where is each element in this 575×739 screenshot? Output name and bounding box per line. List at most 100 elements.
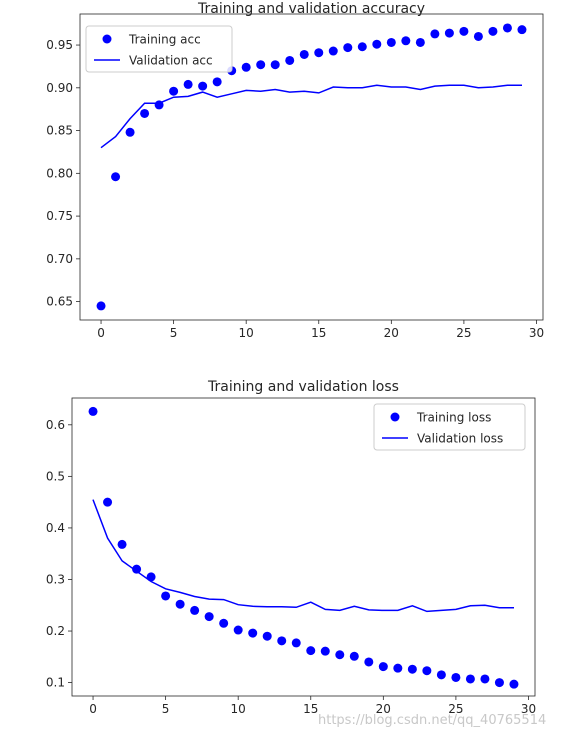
plot-frame <box>79 13 544 321</box>
data-point <box>132 564 142 574</box>
x-tick-label: 0 <box>97 326 105 340</box>
data-point <box>219 618 229 628</box>
y-tick-label: 0.2 <box>46 624 65 638</box>
data-point <box>285 55 295 65</box>
data-point <box>161 591 171 601</box>
data-point <box>169 86 179 96</box>
data-point <box>233 625 243 635</box>
y-tick-label: 0.75 <box>46 209 73 223</box>
x-tick-label: 5 <box>170 326 178 340</box>
data-point <box>407 664 417 674</box>
legend-label: Training loss <box>416 411 491 425</box>
data-point <box>262 631 272 641</box>
data-point <box>422 666 432 676</box>
y-tick-label: 0.5 <box>46 469 65 483</box>
y-tick-label: 0.70 <box>46 252 73 266</box>
data-point <box>415 37 425 47</box>
data-point <box>488 26 498 36</box>
data-point <box>451 672 461 682</box>
data-point <box>378 662 388 672</box>
data-point <box>473 31 483 41</box>
data-point <box>401 36 411 46</box>
x-tick-label: 30 <box>529 326 544 340</box>
data-point <box>393 663 403 673</box>
y-tick-label: 0.80 <box>46 166 73 180</box>
x-tick-label: 10 <box>231 702 246 716</box>
data-point <box>386 37 396 47</box>
data-point <box>111 172 121 182</box>
data-point <box>88 406 98 416</box>
data-point <box>198 81 208 91</box>
data-point <box>270 60 280 70</box>
x-tick-label: 25 <box>448 702 463 716</box>
y-tick-label: 0.6 <box>46 418 65 432</box>
x-tick-label: 10 <box>239 326 254 340</box>
x-tick-label: 20 <box>384 326 399 340</box>
series-line-2 <box>92 499 514 613</box>
data-point <box>299 49 309 59</box>
x-tick-label: 25 <box>456 326 471 340</box>
x-tick-label: 5 <box>162 702 170 716</box>
x-tick-label: 15 <box>311 326 326 340</box>
data-point <box>241 62 251 72</box>
data-point <box>212 77 222 87</box>
data-point <box>372 39 382 49</box>
data-point <box>459 26 469 36</box>
data-point <box>204 612 214 622</box>
x-tick-label: 30 <box>521 702 536 716</box>
data-point <box>277 636 287 646</box>
y-tick-label: 0.65 <box>46 295 73 309</box>
y-tick-label: 0.1 <box>46 676 65 690</box>
data-point <box>125 127 135 137</box>
data-point <box>103 497 113 507</box>
chart-title: Training and validation loss <box>207 379 399 395</box>
y-tick-label: 0.95 <box>46 38 73 52</box>
legend-label: Validation acc <box>129 54 213 68</box>
data-point <box>343 43 353 53</box>
data-point <box>436 670 446 680</box>
data-point <box>328 46 338 56</box>
data-point <box>444 28 454 38</box>
data-point <box>96 301 106 311</box>
data-point <box>175 599 185 609</box>
legend-label: Training acc <box>128 33 201 47</box>
y-tick-label: 0.85 <box>46 124 73 138</box>
data-point <box>256 60 266 70</box>
chart-2: Training and validation loss 0 5 10 15 20 25 30… <box>46 379 536 716</box>
data-point <box>364 657 374 667</box>
data-point <box>357 42 367 52</box>
y-tick-label: 0.90 <box>46 81 73 95</box>
data-point <box>502 23 512 33</box>
data-point <box>320 646 330 656</box>
plot-frame <box>71 397 536 697</box>
data-point <box>140 108 150 118</box>
data-point <box>517 25 527 35</box>
chart-title: Training and validation accuracy <box>197 1 425 17</box>
chart-1: Training and validation accuracy 0 5 10 15 20… <box>46 1 544 340</box>
x-tick-label: 15 <box>303 702 318 716</box>
data-point <box>190 605 200 615</box>
data-point <box>494 678 504 688</box>
data-point <box>314 48 324 58</box>
legend-marker-icon <box>390 412 400 422</box>
x-tick-label: 0 <box>89 702 97 716</box>
y-tick-label: 0.4 <box>46 521 65 535</box>
series-line-2 <box>100 84 522 149</box>
data-point <box>349 651 359 661</box>
data-point <box>117 539 127 549</box>
legend-marker-icon <box>102 34 112 44</box>
legend-box <box>85 25 233 73</box>
x-tick-label: 20 <box>376 702 391 716</box>
data-point <box>183 79 193 89</box>
data-point <box>291 638 301 648</box>
data-point <box>480 674 490 684</box>
y-tick-label: 0.3 <box>46 572 65 586</box>
data-point <box>248 628 258 638</box>
legend-label: Validation loss <box>417 432 503 446</box>
data-point <box>509 679 519 689</box>
data-point <box>306 646 316 656</box>
data-point <box>335 650 345 660</box>
legend-box <box>373 403 526 451</box>
data-point <box>465 674 475 684</box>
